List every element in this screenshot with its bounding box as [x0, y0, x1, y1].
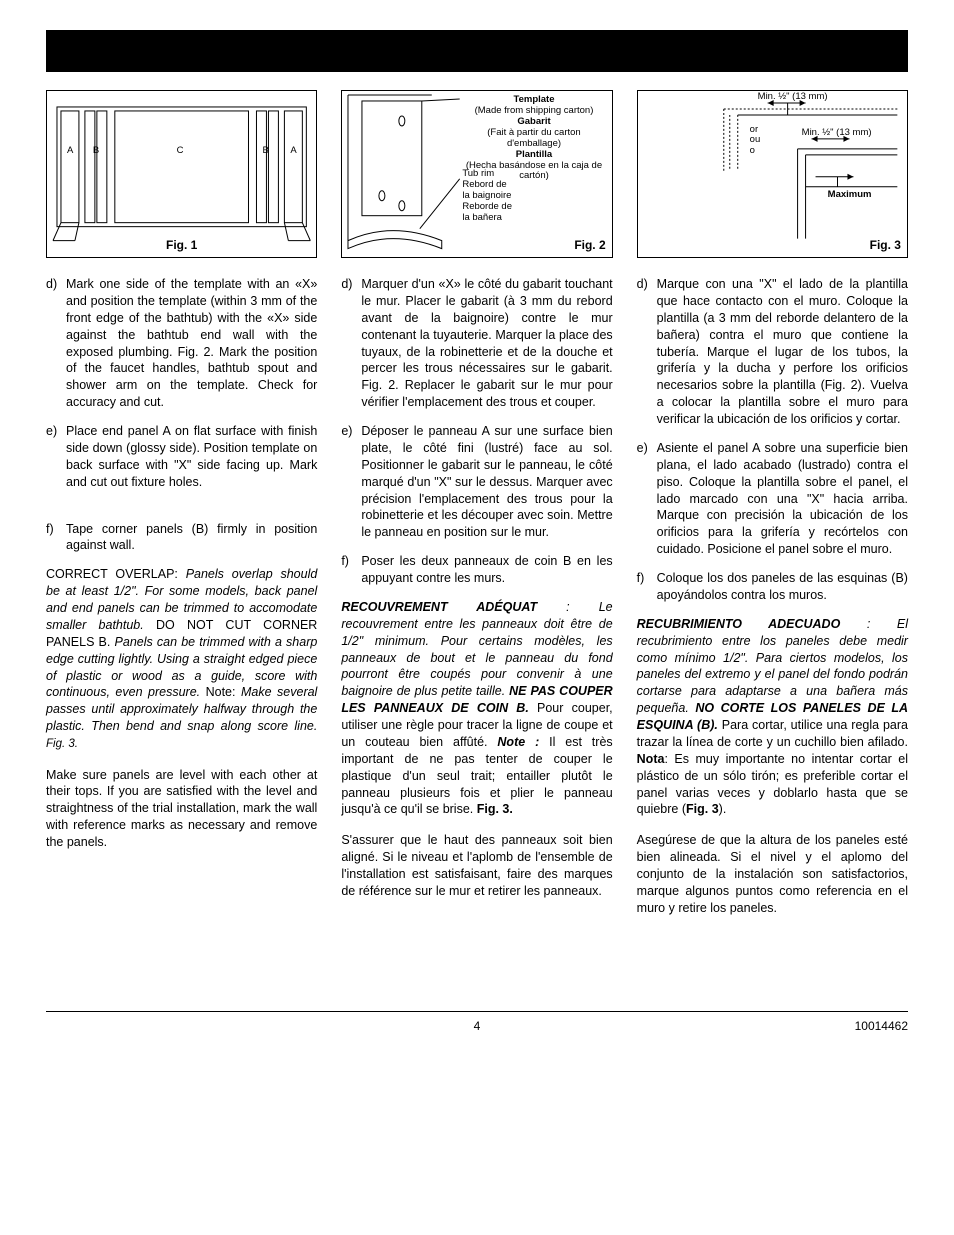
page-number: 4	[474, 1018, 481, 1034]
three-columns: A B C B A Fig. 1 d) Mark one side of the…	[46, 90, 908, 931]
es-overlap: RECUBRIMIENTO ADECUADO : El recubrimient…	[637, 616, 908, 819]
fig3-min2: Min. ½" (13 mm)	[802, 127, 872, 140]
fr-f: Poser les deux panneaux de coin B en les…	[361, 553, 612, 587]
marker-e-fr: e)	[341, 423, 361, 541]
fig2-rim-labels: Tub rim Rebord de la baignoire Reborde d…	[462, 169, 512, 224]
svg-text:A: A	[67, 145, 74, 156]
fig2-plantilla-b: Plantilla	[460, 150, 607, 161]
fr-overlap-lead: RECOUVREMENT ADÉQUAT	[341, 600, 566, 614]
en-overlap-fig: Fig. 3.	[46, 738, 78, 750]
svg-text:B: B	[93, 145, 99, 156]
es-d: Marque con una "X" el lado de la plantil…	[657, 276, 908, 428]
es-level: Asegúrese de que la altura de los panele…	[637, 832, 908, 916]
fr-overlap: RECOUVREMENT ADÉQUAT : Le recouvrement e…	[341, 599, 612, 818]
fr-d: Marquer d'un «X» le côté du gabarit touc…	[361, 276, 612, 411]
svg-text:B: B	[262, 145, 268, 156]
col-french: Template (Made from shipping carton) Gab…	[341, 90, 612, 931]
marker-d: d)	[46, 276, 66, 411]
fig2-rim5: la bañera	[462, 213, 512, 224]
en-e: Place end panel A on flat surface with f…	[66, 423, 317, 491]
marker-f: f)	[46, 521, 66, 555]
fig3-or3: o	[750, 146, 761, 156]
en-overlap: CORRECT OVERLAP: Panels overlap should b…	[46, 566, 317, 752]
fig2-gabarit-sub: (Fait à partir du carton d'emballage)	[460, 128, 607, 150]
fr-fig: Fig. 3.	[477, 802, 513, 816]
es-e: Asiente el panel A sobre una superficie …	[657, 440, 908, 558]
col-english: A B C B A Fig. 1 d) Mark one side of the…	[46, 90, 317, 931]
marker-f-es: f)	[637, 570, 657, 604]
fr-note: Note :	[497, 735, 539, 749]
es-overlap-lead: RECUBRIMIENTO ADECUADO	[637, 617, 867, 631]
svg-text:A: A	[290, 145, 297, 156]
fig3-caption: Fig. 3	[870, 237, 901, 253]
marker-d-es: d)	[637, 276, 657, 428]
en-note-lbl: Note:	[200, 685, 241, 699]
es-overlap-tail2: : Es muy importante no intentar cortar e…	[637, 752, 908, 817]
es-nota: Nota	[637, 752, 665, 766]
marker-e-es: e)	[637, 440, 657, 558]
fig1-caption: Fig. 1	[166, 237, 197, 253]
es-close: ).	[719, 802, 727, 816]
es-fig: Fig. 3	[686, 802, 719, 816]
fig3-min1: Min. ½" (13 mm)	[758, 91, 828, 104]
marker-e: e)	[46, 423, 66, 491]
fig3-or: or ou o	[750, 125, 761, 156]
figure-2: Template (Made from shipping carton) Gab…	[341, 90, 612, 258]
fr-e: Déposer le panneau A sur une surface bie…	[361, 423, 612, 541]
svg-text:C: C	[177, 145, 184, 156]
fig3-max: Maximum	[828, 189, 872, 202]
footer: 4 10014462	[46, 1011, 908, 1034]
marker-f-fr: f)	[341, 553, 361, 587]
fig2-caption: Fig. 2	[574, 237, 605, 253]
figure-1: A B C B A Fig. 1	[46, 90, 317, 258]
en-f: Tape corner panels (B) firmly in positio…	[66, 521, 317, 555]
doc-number: 10014462	[855, 1018, 908, 1034]
header-bar	[46, 30, 908, 72]
es-f: Coloque los dos paneles de las esquinas …	[657, 570, 908, 604]
marker-d-fr: d)	[341, 276, 361, 411]
figure-3: Min. ½" (13 mm) Min. ½" (13 mm) or ou o …	[637, 90, 908, 258]
en-level: Make sure panels are level with each oth…	[46, 767, 317, 851]
fr-level: S'assurer que le haut des panneaux soit …	[341, 832, 612, 900]
en-overlap-lead: CORRECT OVERLAP:	[46, 567, 186, 581]
col-spanish: Min. ½" (13 mm) Min. ½" (13 mm) or ou o …	[637, 90, 908, 931]
en-d: Mark one side of the template with an «X…	[66, 276, 317, 411]
